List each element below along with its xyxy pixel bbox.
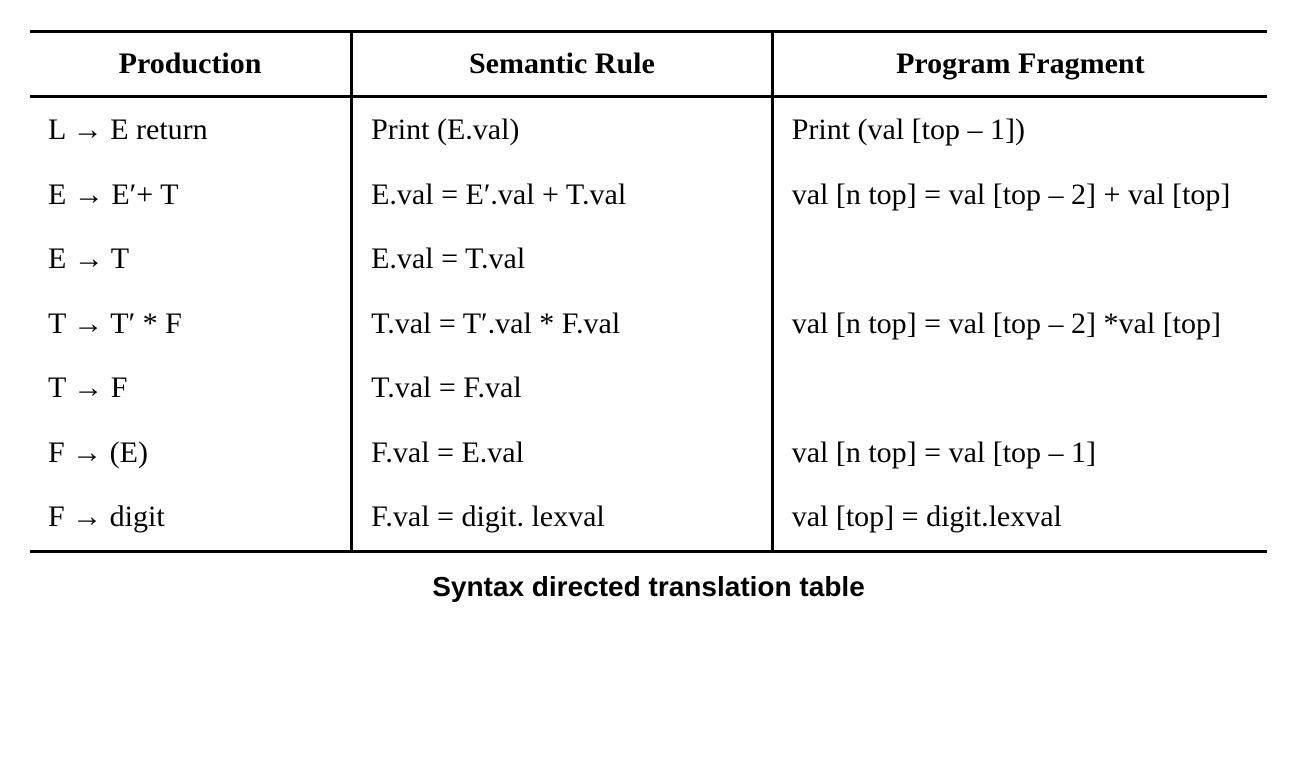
- cell-fragment: val [top] = digit.lexval: [772, 485, 1267, 551]
- table-row: T → T′ * FT.val = T′.val * F.valval [n t…: [30, 292, 1267, 357]
- cell-semantic: F.val = E.val: [352, 421, 773, 486]
- cell-semantic: Print (E.val): [352, 97, 773, 163]
- cell-production: T → T′ * F: [30, 292, 352, 357]
- cell-fragment: val [n top] = val [top – 2] *val [top]: [772, 292, 1267, 357]
- cell-semantic: F.val = digit. lexval: [352, 485, 773, 551]
- cell-fragment: Print (val [top – 1]): [772, 97, 1267, 163]
- col-header-production: Production: [30, 32, 352, 97]
- cell-fragment: [772, 227, 1267, 292]
- cell-production: F → (E): [30, 421, 352, 486]
- cell-semantic: E.val = E′.val + T.val: [352, 163, 773, 228]
- cell-semantic: E.val = T.val: [352, 227, 773, 292]
- col-header-fragment: Program Fragment: [772, 32, 1267, 97]
- table-row: F → (E)F.val = E.valval [n top] = val [t…: [30, 421, 1267, 486]
- table-row: L → E returnPrint (E.val)Print (val [top…: [30, 97, 1267, 163]
- col-header-semantic: Semantic Rule: [352, 32, 773, 97]
- cell-production: E → T: [30, 227, 352, 292]
- cell-semantic: T.val = F.val: [352, 356, 773, 421]
- table-header-row: Production Semantic Rule Program Fragmen…: [30, 32, 1267, 97]
- cell-production: F → digit: [30, 485, 352, 551]
- cell-fragment: val [n top] = val [top – 2] + val [top]: [772, 163, 1267, 228]
- table-row: E → TE.val = T.val: [30, 227, 1267, 292]
- table-row: E → E′+ TE.val = E′.val + T.valval [n to…: [30, 163, 1267, 228]
- cell-fragment: [772, 356, 1267, 421]
- cell-production: T → F: [30, 356, 352, 421]
- cell-fragment: val [n top] = val [top – 1]: [772, 421, 1267, 486]
- cell-semantic: T.val = T′.val * F.val: [352, 292, 773, 357]
- cell-production: L → E return: [30, 97, 352, 163]
- table-row: F → digitF.val = digit. lexvalval [top] …: [30, 485, 1267, 551]
- sdt-table: Production Semantic Rule Program Fragmen…: [30, 30, 1267, 553]
- cell-production: E → E′+ T: [30, 163, 352, 228]
- sdt-table-container: Production Semantic Rule Program Fragmen…: [30, 30, 1267, 603]
- table-caption: Syntax directed translation table: [30, 553, 1267, 603]
- table-row: T → FT.val = F.val: [30, 356, 1267, 421]
